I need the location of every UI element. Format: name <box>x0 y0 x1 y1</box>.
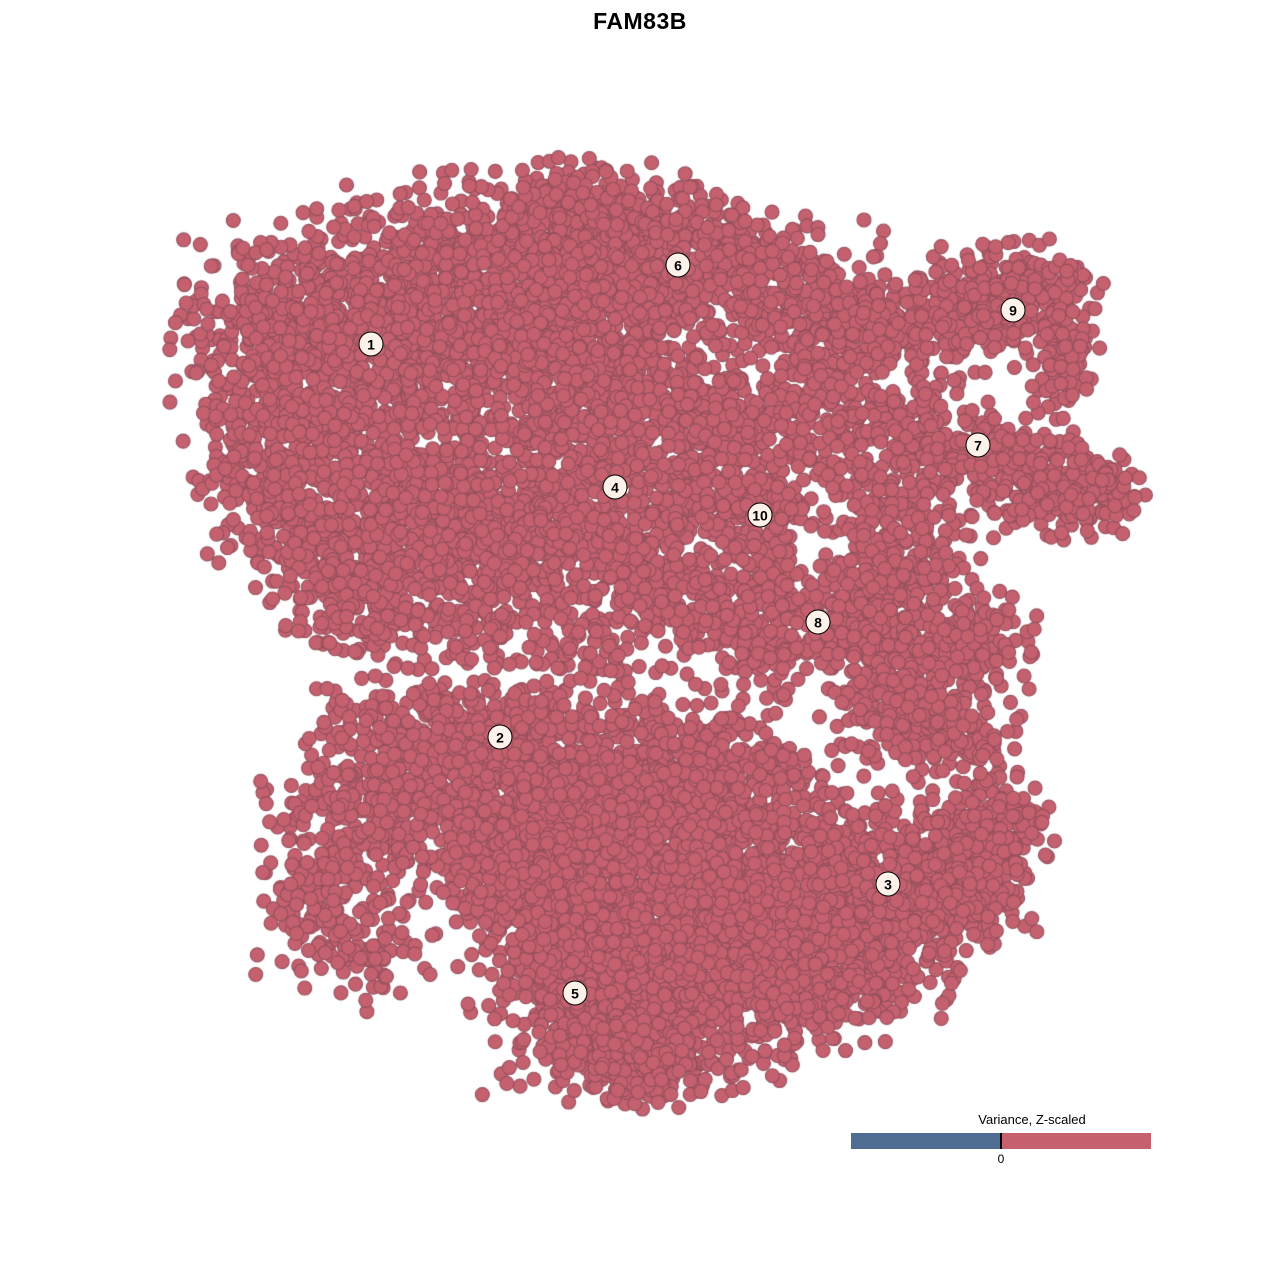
colorbar-gradient <box>851 1133 1151 1149</box>
colorbar-title: Variance, Z-scaled <box>978 1112 1086 1127</box>
colorbar-zero-tick <box>1000 1133 1002 1149</box>
colorbar-zero-label: 0 <box>997 1152 1005 1166</box>
